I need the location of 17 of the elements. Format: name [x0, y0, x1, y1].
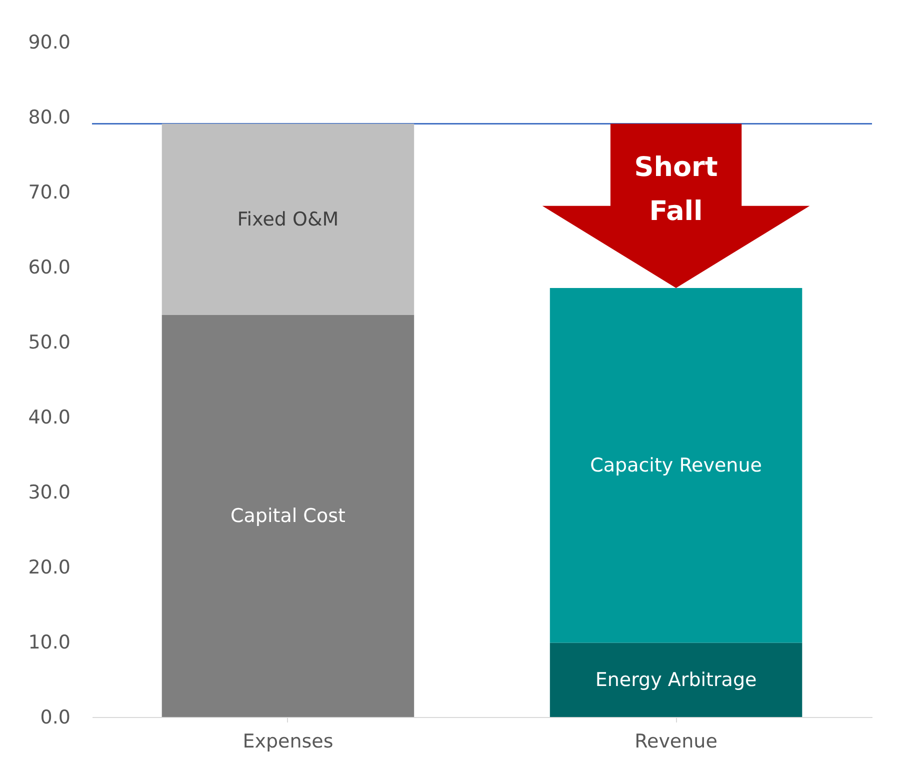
annotation: Short Fall — [634, 152, 718, 227]
x-tick-label: Revenue — [634, 730, 718, 752]
y-tick-label: 10.0 — [28, 632, 70, 654]
y-tick-label: 40.0 — [28, 406, 70, 428]
series-label: Fixed O&M — [237, 208, 339, 230]
y-tick-label: 0.0 — [40, 706, 70, 728]
y-tick-label: 50.0 — [28, 332, 70, 354]
series-label: Energy Arbitrage — [595, 668, 757, 691]
y-tick-label: 20.0 — [28, 556, 70, 578]
y-tick-label: 30.0 — [28, 482, 70, 504]
y-tick-label: 60.0 — [28, 256, 70, 278]
y-tick-label: 90.0 — [28, 32, 70, 54]
y-tick-label: 80.0 — [28, 106, 70, 128]
y-tick-label: 70.0 — [28, 182, 70, 204]
series-label: Capacity Revenue — [590, 454, 762, 476]
x-tick-label: Expenses — [242, 730, 334, 752]
series-label: Capital Cost — [230, 505, 346, 527]
